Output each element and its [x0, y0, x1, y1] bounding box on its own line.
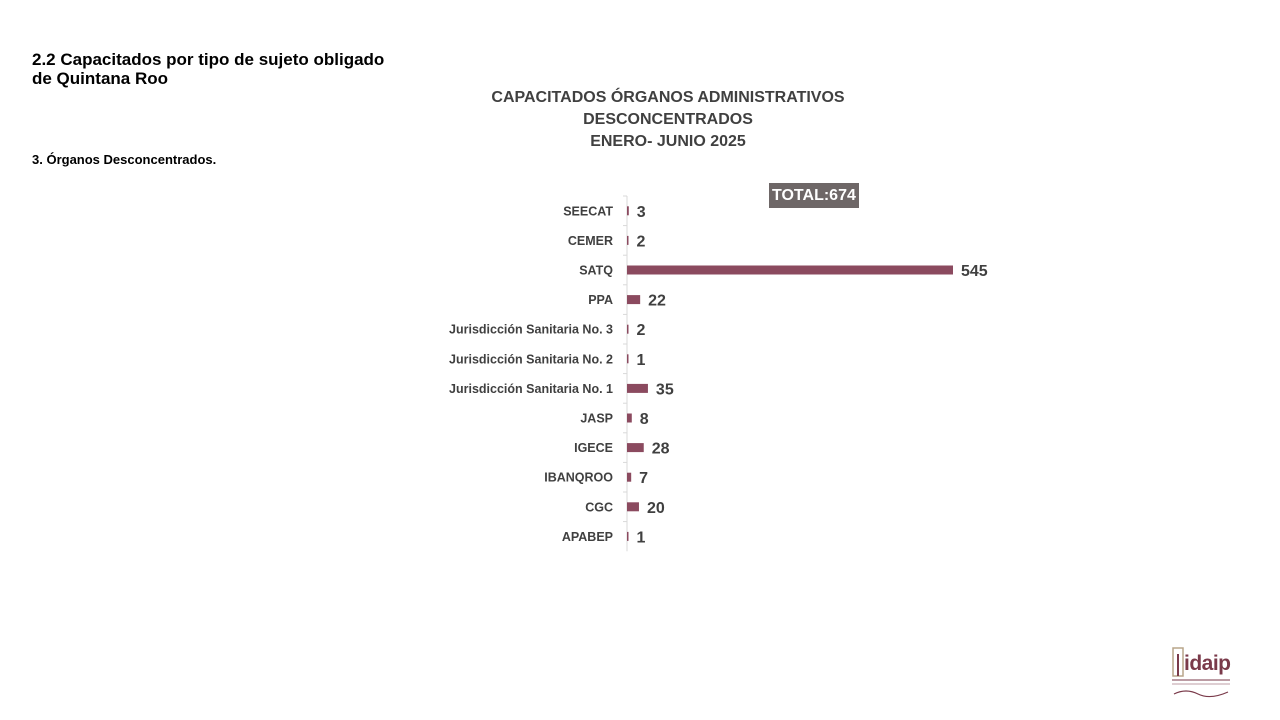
idaip-logo: idaip [1168, 644, 1234, 704]
bar [627, 472, 632, 482]
bar [627, 531, 629, 541]
category-label: SATQ [579, 264, 613, 278]
idaip-logo-icon [1172, 647, 1230, 698]
category-label: SEECAT [563, 204, 613, 218]
data-label: 1 [637, 352, 646, 369]
bar [627, 443, 644, 453]
data-label: 20 [647, 500, 665, 517]
data-label: 3 [637, 204, 646, 221]
section-subtitle: 3. Órganos Desconcentrados. [32, 152, 217, 167]
category-label: CGC [585, 500, 613, 514]
bar [627, 354, 629, 364]
bar [627, 383, 648, 393]
data-label: 8 [640, 411, 649, 428]
bar [627, 235, 629, 245]
data-label: 1 [637, 529, 646, 546]
category-label: IBANQROO [544, 471, 613, 485]
category-label: JASP [580, 412, 613, 426]
data-label: 28 [652, 441, 670, 458]
category-label: CEMER [568, 234, 613, 248]
category-label: Jurisdicción Sanitaria No. 3 [449, 323, 613, 337]
category-label: IGECE [574, 441, 613, 455]
data-label: 2 [637, 322, 646, 339]
logo-text: idaip [1184, 652, 1231, 675]
category-label: APABEP [562, 530, 613, 544]
bar [627, 265, 953, 275]
bar [627, 295, 641, 305]
chart-title-line-1: CAPACITADOS ÓRGANOS ADMINISTRATIVOS [491, 89, 845, 106]
chart-title-line-3: ENERO- JUNIO 2025 [590, 133, 746, 150]
section-title: 2.2 Capacitados por tipo de sujeto oblig… [32, 50, 385, 88]
bar [627, 324, 629, 334]
bar [627, 206, 629, 216]
total-badge: TOTAL:674 [769, 183, 859, 208]
category-label: Jurisdicción Sanitaria No. 1 [449, 382, 613, 396]
chart-title-line-2: DESCONCENTRADOS [583, 111, 753, 128]
data-label: 2 [637, 233, 646, 250]
bar [627, 413, 632, 423]
bar [627, 502, 639, 512]
data-label: 7 [639, 470, 648, 487]
category-label: PPA [588, 293, 613, 307]
data-label: 545 [961, 263, 988, 280]
data-label: 22 [648, 293, 666, 310]
category-label: Jurisdicción Sanitaria No. 2 [449, 352, 613, 366]
data-label: 35 [656, 381, 674, 398]
chart-title: CAPACITADOS ÓRGANOS ADMINISTRATIVOS DESC… [418, 87, 918, 153]
